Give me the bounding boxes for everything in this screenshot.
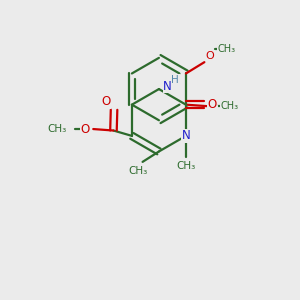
Text: N: N: [182, 129, 190, 142]
Text: N: N: [164, 80, 172, 93]
Text: O: O: [81, 122, 90, 136]
Text: CH₃: CH₃: [217, 44, 236, 54]
Text: CH₃: CH₃: [220, 101, 238, 111]
Text: H: H: [171, 75, 179, 85]
Text: O: O: [208, 101, 217, 111]
Text: CH₃: CH₃: [47, 124, 67, 134]
Text: O: O: [101, 95, 111, 108]
Text: CH₃: CH₃: [128, 166, 148, 176]
Text: O: O: [205, 51, 214, 61]
Text: CH₃: CH₃: [176, 160, 196, 171]
Text: O: O: [207, 98, 216, 111]
